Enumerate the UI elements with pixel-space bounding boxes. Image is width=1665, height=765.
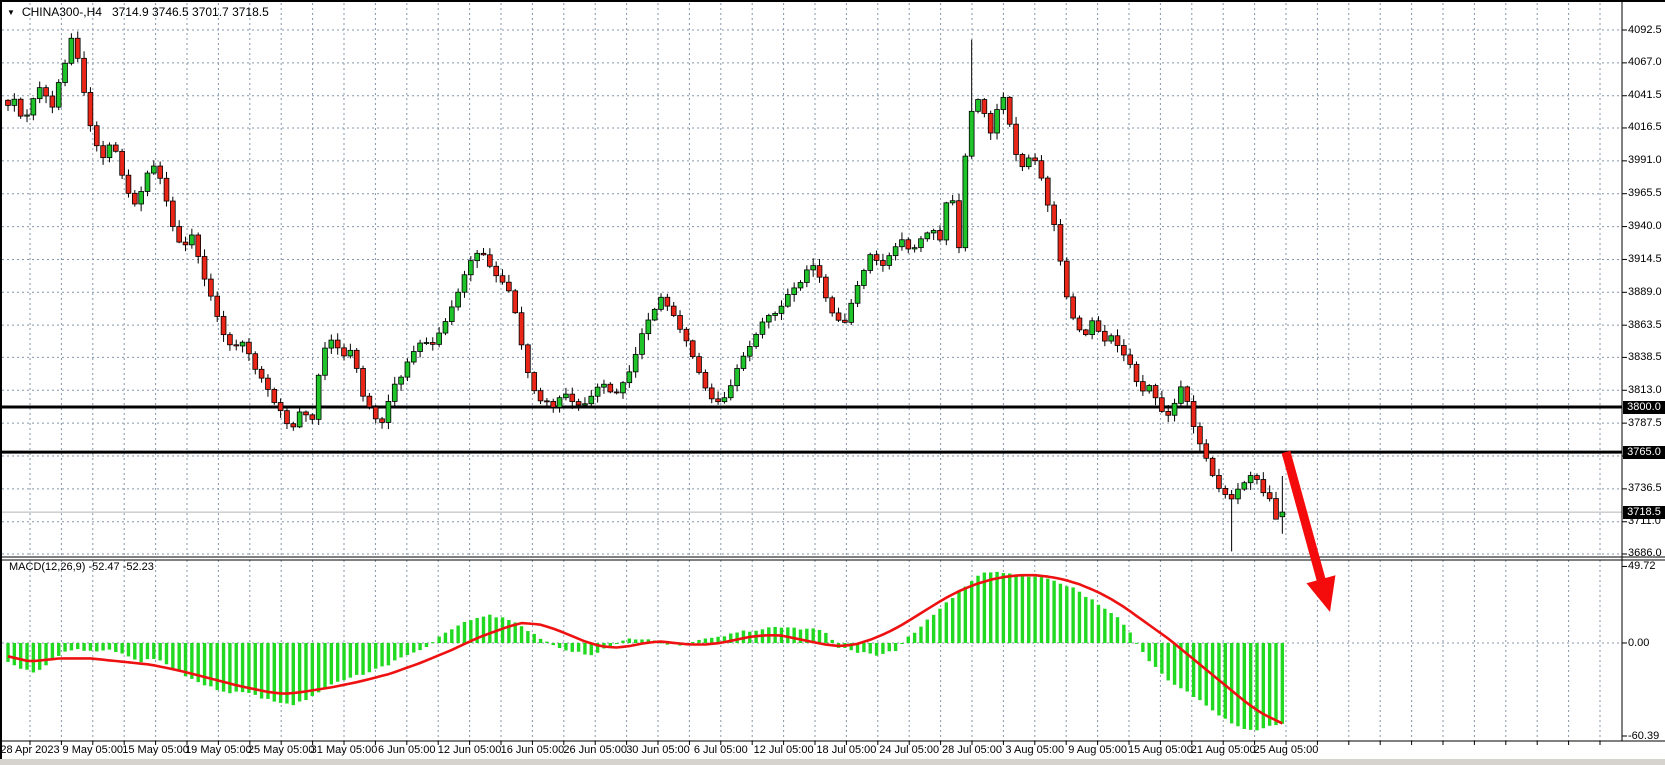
symbol-dropdown-icon[interactable]: ▼ [7, 8, 15, 17]
window-border-top [0, 0, 1665, 2]
grid [2, 3, 1622, 741]
ohlc-values: 3714.9 3746.5 3701.7 3718.5 [111, 5, 269, 19]
indicator-label: MACD(12,26,9) -52.47 -52.23 [9, 561, 154, 573]
window-bottom-strip [0, 759, 1665, 765]
annotation-arrow[interactable] [1281, 450, 1336, 612]
symbol-period-label: CHINA300-,H4 [21, 5, 102, 19]
window-border-left [0, 0, 2, 765]
macd-signal-line [7, 573, 1283, 725]
candlestick-series [5, 31, 1286, 552]
macd-histogram [6, 571, 1285, 731]
axis-ticks [29, 29, 1627, 745]
chart-title: ▼ CHINA300-,H4 3714.9 3746.5 3701.7 3718.5 [7, 5, 269, 19]
